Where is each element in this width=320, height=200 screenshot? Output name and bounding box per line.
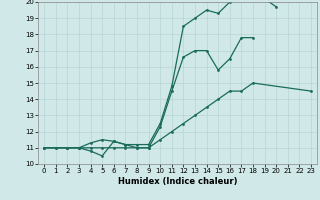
X-axis label: Humidex (Indice chaleur): Humidex (Indice chaleur) <box>118 177 237 186</box>
